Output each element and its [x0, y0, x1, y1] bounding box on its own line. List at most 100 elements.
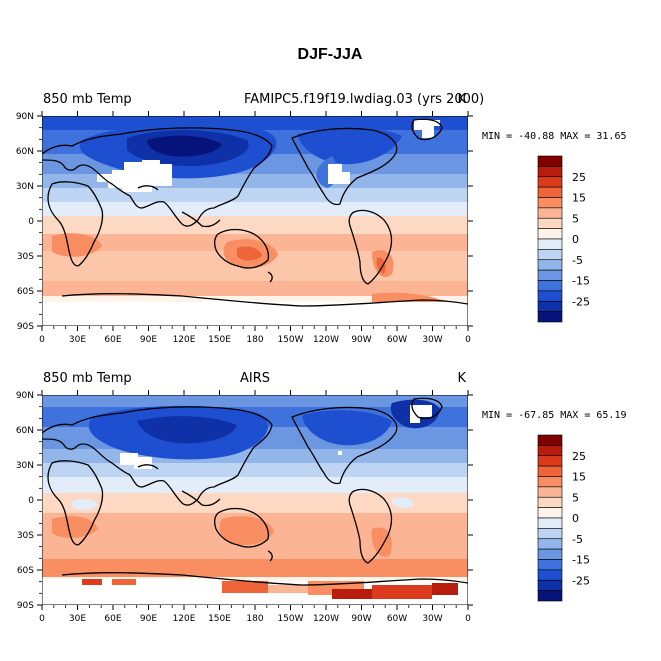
- panel-model-x-tick-label: 150E: [208, 335, 231, 345]
- contour: [137, 416, 237, 444]
- panel-model-colorbar-swatch: [537, 280, 563, 292]
- panel-model-x-tick-label: 60W: [387, 335, 407, 345]
- band: [42, 116, 468, 130]
- panel-model-colorbar-label: 25: [572, 171, 586, 184]
- panel-obs-x-tick-label: 120E: [173, 614, 196, 624]
- band: [42, 395, 468, 407]
- panel-model-colorbar-label: -25: [572, 295, 590, 308]
- panel-model-y-tick-label: 60S: [17, 287, 34, 297]
- contour: [219, 516, 274, 546]
- panel-model-map: [42, 116, 468, 326]
- panel-obs-x-tick-label: 90W: [351, 614, 371, 624]
- panel-obs-colorbar-swatch: [537, 579, 563, 591]
- panel-obs-colorbar-swatch: [537, 517, 563, 529]
- masked-region: [42, 302, 468, 326]
- panel-model-x-tick-label: 60E: [104, 335, 121, 345]
- panel-obs-map: [42, 395, 468, 605]
- panel-obs-colorbar-swatch: [537, 507, 563, 519]
- panel-obs-min-max: MIN = -67.85 MAX = 65.19: [482, 410, 627, 421]
- panel-model-colorbar: 25 15 5 0 -5 -15 -25: [537, 155, 590, 323]
- contour: [112, 579, 136, 585]
- panel-model-colorbar-swatch: [537, 259, 563, 271]
- panel-model-colorbar-label: 5: [572, 212, 579, 225]
- band: [42, 559, 468, 577]
- contour: [302, 410, 392, 446]
- panel-obs-y-tick-label: 30N: [16, 461, 34, 471]
- panel-model-colorbar-swatch: [537, 311, 563, 323]
- panel-model-x-tick-label: 90E: [140, 335, 157, 345]
- panel-obs-y-tick-label: 60N: [16, 426, 34, 436]
- masked-region: [414, 120, 440, 138]
- panel-model-colorbar-swatch: [537, 217, 563, 229]
- panel-model-y-tick-label: 90N: [16, 112, 34, 122]
- band: [42, 475, 468, 493]
- contour: [147, 135, 222, 157]
- contour: [72, 498, 98, 510]
- panel-obs-colorbar-swatch: [537, 569, 563, 581]
- masked-region: [342, 172, 350, 184]
- panel-model-colorbar-swatch: [537, 197, 563, 209]
- panel-obs-x-tick-label: 30E: [69, 614, 86, 624]
- panel-obs-x-tick-label: 0: [465, 614, 471, 624]
- contour: [371, 527, 392, 557]
- panel-obs: 850 mb Temp AIRS K: [16, 371, 627, 624]
- panel-obs-colorbar-swatch: [537, 434, 563, 446]
- panel-model-y-tick-label: 60N: [16, 147, 34, 157]
- contour: [432, 583, 458, 595]
- panel-model-colorbar-swatch: [537, 249, 563, 261]
- panel-obs-y-tick-label: 30S: [17, 531, 34, 541]
- panel-obs-colorbar-swatch: [537, 559, 563, 571]
- panel-obs-x-tick-label: 90E: [140, 614, 157, 624]
- panel-obs-center-label: AIRS: [240, 371, 270, 386]
- panel-obs-left-label: 850 mb Temp: [43, 371, 132, 386]
- panel-model-colorbar-swatch: [537, 186, 563, 198]
- panel-model-colorbar-swatch: [537, 290, 563, 302]
- panel-model-y-tick-label: 30S: [17, 252, 34, 262]
- panel-obs-colorbar-swatch: [537, 548, 563, 560]
- band: [42, 200, 468, 216]
- panel-obs-colorbar-label: 25: [572, 450, 586, 463]
- panel-obs-colorbar-swatch: [537, 486, 563, 498]
- panel-model-x-tick-label: 120W: [313, 335, 339, 345]
- panel-obs-colorbar-label: -25: [572, 574, 590, 587]
- panel-obs-colorbar-swatch: [537, 445, 563, 457]
- band: [42, 186, 468, 202]
- panel-obs-colorbar-label: 0: [572, 512, 579, 525]
- contour: [392, 497, 414, 508]
- panel-obs-colorbar-swatch: [537, 590, 563, 602]
- panel-model-colorbar-swatch: [537, 238, 563, 250]
- panel-obs-colorbar-label: 15: [572, 471, 586, 484]
- masked-region: [410, 405, 432, 423]
- panel-obs-colorbar-swatch: [537, 496, 563, 508]
- panel-model-colorbar-swatch: [537, 228, 563, 240]
- contour: [297, 128, 402, 165]
- panel-obs-y-tick-label: 60S: [17, 566, 34, 576]
- panel-model-colorbar-swatch: [537, 269, 563, 281]
- panel-model-colorbar-label: -15: [572, 275, 590, 288]
- panel-obs-x-tick-label: 150E: [208, 614, 231, 624]
- panel-obs-y-tick-label: 0: [28, 496, 34, 506]
- panel-model-x-tick-label: 180: [246, 335, 263, 345]
- panel-model-x-tick-label: 120E: [173, 335, 196, 345]
- panel-model-colorbar-swatch: [537, 207, 563, 219]
- contour: [52, 516, 98, 538]
- contour: [82, 579, 102, 585]
- panel-model-min-max: MIN = -40.88 MAX = 31.65: [482, 131, 627, 142]
- panel-obs-colorbar: 25 15 5 0 -5 -15 -25: [537, 434, 590, 602]
- contour: [332, 589, 372, 599]
- panel-obs-colorbar-label: -5: [572, 533, 583, 546]
- masked-region: [338, 451, 342, 455]
- coastlines: [42, 118, 468, 307]
- panel-obs-axes: 0 30E 60E 90E 120E 150E 180 150W 120W 90W 60W 30W 09…: [16, 390, 473, 624]
- panel-model: 850 mb Temp FAMIPC5.f19f19.lwdiag.03 (yr…: [16, 92, 627, 345]
- panel-model-colorbar-swatch: [537, 166, 563, 178]
- panel-obs-colorbar-label: 5: [572, 491, 579, 504]
- contour: [237, 246, 262, 261]
- band: [42, 447, 468, 463]
- panel-model-colorbar-swatch: [537, 155, 563, 167]
- panel-model-x-tick-label: 30E: [69, 335, 86, 345]
- masked-region: [328, 164, 342, 184]
- panel-model-left-label: 850 mb Temp: [43, 92, 132, 107]
- panel-model-center-label: FAMIPC5.f19f19.lwdiag.03 (yrs 2000): [244, 92, 484, 107]
